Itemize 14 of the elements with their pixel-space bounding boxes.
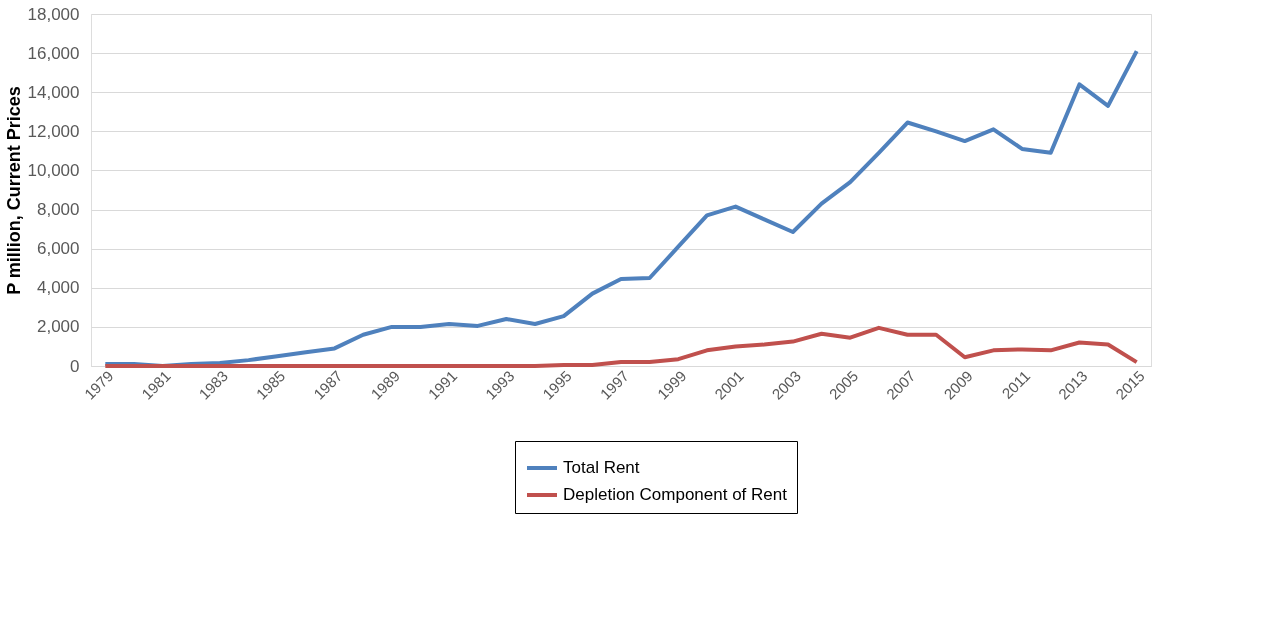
y-tick-label: 4,000 (36, 278, 80, 298)
y-tick-label: 12,000 (27, 121, 80, 141)
line-series (103, 325, 1139, 368)
y-tick-label: 14,000 (27, 82, 80, 102)
y-tick-label: 10,000 (27, 160, 80, 180)
y-tick-label: 2,000 (36, 317, 80, 337)
y-tick-label: 16,000 (27, 43, 80, 63)
y-axis-title: P million, Current Prices (3, 86, 24, 295)
y-tick-label: 0 (70, 356, 80, 376)
y-tick-label: 6,000 (36, 239, 80, 259)
legend-label: Depletion Component of Rent (563, 485, 788, 504)
y-tick-label: 8,000 (36, 200, 80, 220)
legend-label: Total Rent (563, 458, 640, 477)
y-tick-label: 18,000 (27, 4, 80, 24)
